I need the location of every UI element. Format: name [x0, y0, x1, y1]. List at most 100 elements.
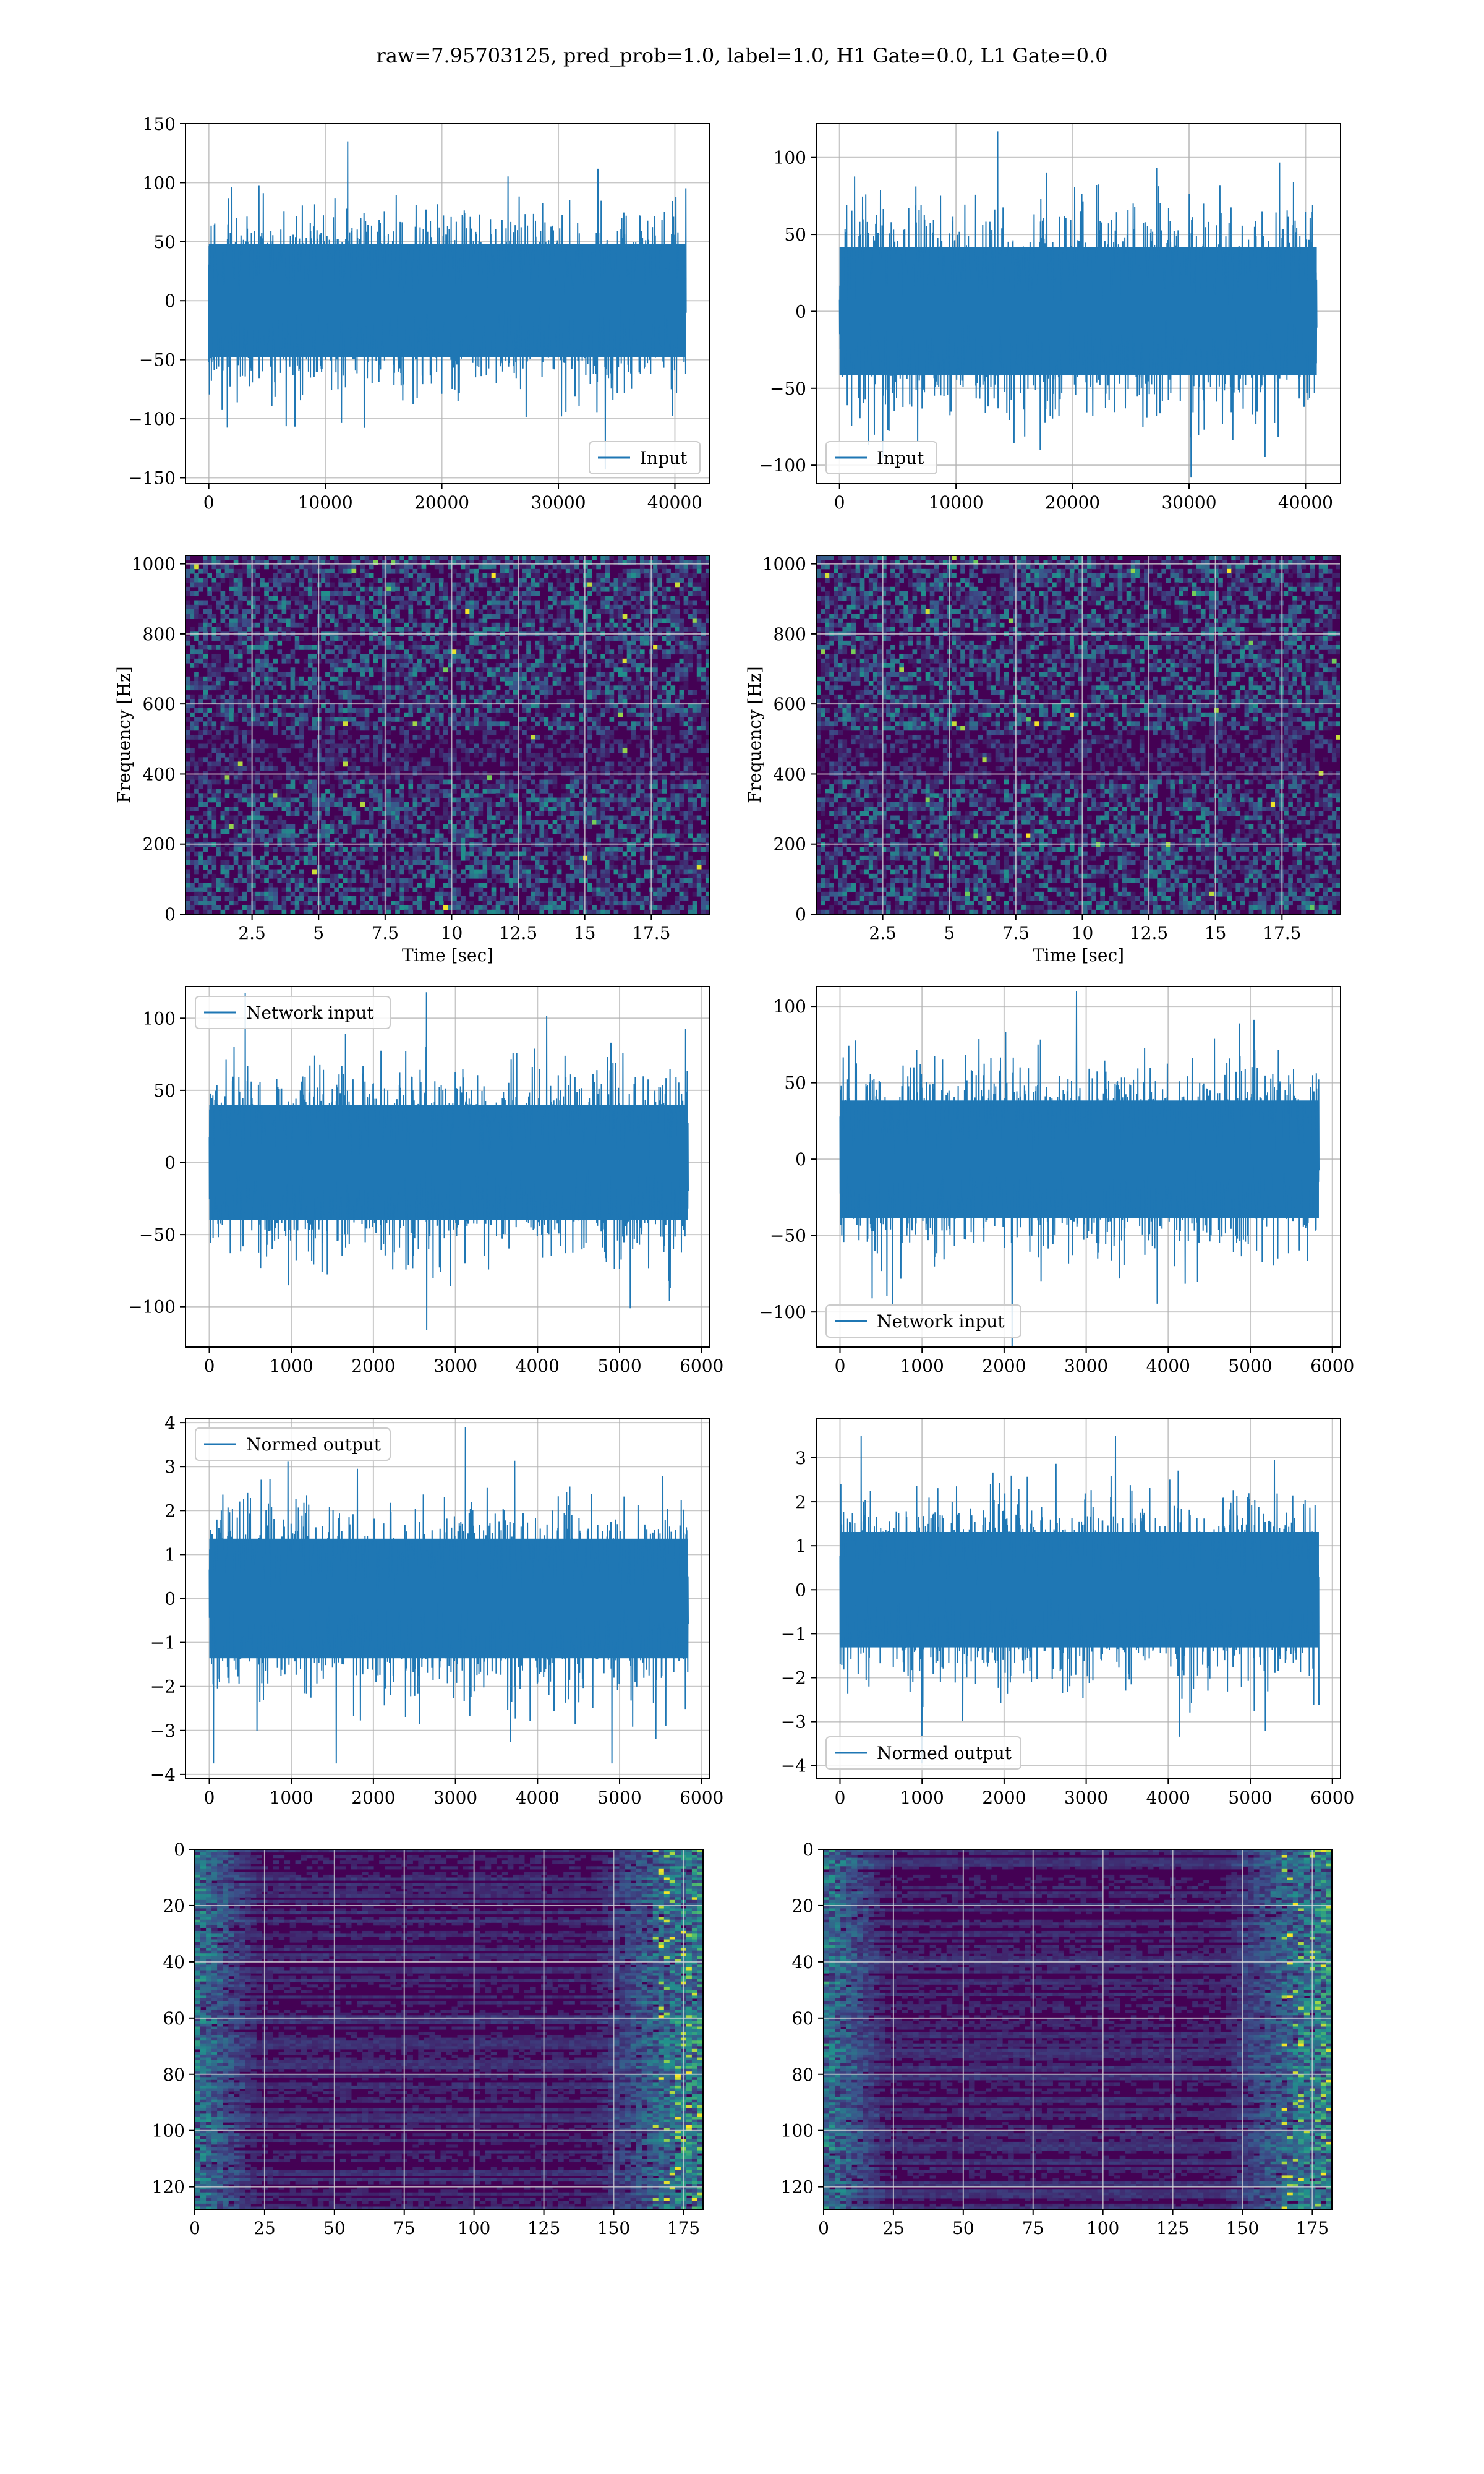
x-tick-label: 20000 — [414, 492, 469, 513]
y-tick-label: 50 — [784, 1073, 806, 1094]
plot-area — [186, 1418, 710, 1779]
y-tick-label: −50 — [770, 1226, 806, 1246]
x-tick-label: 1000 — [900, 1787, 944, 1808]
y-tick-label: 0 — [164, 1589, 176, 1609]
x-tick-label: 4000 — [1146, 1356, 1190, 1376]
y-tick-label: 60 — [163, 2008, 185, 2029]
tick-marks: 0 10000 20000 30000 40000 −150 −100 −50 0 50 100 15… — [128, 114, 702, 513]
legend: Input — [825, 441, 937, 474]
y-tick-label: 40 — [791, 1952, 814, 1972]
y-tick-label: 2 — [795, 1492, 806, 1512]
axes-frame — [194, 1849, 704, 2210]
x-tick-label: 125 — [527, 2218, 560, 2238]
x-tick-label: 0 — [818, 2218, 829, 2238]
y-tick-label: 0 — [174, 1839, 185, 1860]
grid-lines — [186, 555, 710, 914]
y-tick-label: −100 — [759, 1302, 806, 1322]
x-tick-label: 6000 — [1310, 1787, 1354, 1808]
legend-label: Network input — [246, 1003, 374, 1023]
x-tick-label: 30000 — [1161, 492, 1216, 513]
y-tick-label: 400 — [143, 764, 176, 784]
x-tick-label: 0 — [834, 492, 845, 513]
y-tick-label: 100 — [781, 2121, 814, 2141]
x-axis-label: Time [sec] — [1033, 945, 1124, 965]
axes-frame — [185, 123, 710, 484]
tick-marks: 0 1000 2000 3000 4000 5000 6000 −4 −3 −2 −1 0 1 2 3 4 — [150, 1413, 724, 1808]
x-tick-label: 5000 — [1228, 1356, 1272, 1376]
x-tick-label: 1000 — [270, 1356, 313, 1376]
y-tick-label: 1000 — [762, 554, 806, 575]
y-axis-label: Frequency [Hz] — [744, 666, 765, 803]
y-tick-label: −3 — [781, 1712, 806, 1732]
y-tick-label: 0 — [164, 1153, 176, 1173]
x-tick-label: 1000 — [900, 1356, 944, 1376]
tick-marks: 2.5 5 7.5 10 12.5 15 17.5 0 200 400 600 800 1000 — [132, 554, 671, 943]
series-line — [839, 991, 1320, 1347]
panel-input-h1: 0 10000 20000 30000 40000 −150 −100 −50 0 50 100 15… — [128, 114, 710, 513]
y-tick-label: 0 — [795, 1580, 806, 1600]
x-tick-label: 10000 — [929, 492, 984, 513]
y-tick-label: 20 — [163, 1896, 185, 1916]
plot-area — [186, 555, 710, 914]
panel-normed-output-l1: 0 1000 2000 3000 4000 5000 6000 −4 −3 −2 −1 0 1 2 3 Nor… — [781, 1418, 1355, 1808]
tick-marks: 2.5 5 7.5 10 12.5 15 17.5 0 200 400 600 800 1000 — [762, 554, 1302, 943]
axes-frame — [816, 555, 1341, 915]
y-tick-label: −1 — [150, 1633, 176, 1653]
x-tick-label: 6000 — [680, 1356, 723, 1376]
y-tick-label: 80 — [791, 2065, 814, 2085]
x-tick-label: 125 — [1156, 2218, 1189, 2238]
x-tick-label: 12.5 — [1130, 923, 1168, 943]
plot-area — [186, 124, 710, 484]
y-tick-label: −50 — [770, 379, 806, 399]
y-tick-label: 50 — [153, 1081, 176, 1101]
legend: Normed output — [825, 1736, 1021, 1770]
y-tick-label: 3 — [795, 1448, 806, 1468]
panel-feature-map-h1: 0 25 50 75 100 125 150 175 0 20 40 60 80 100 120 — [152, 1839, 704, 2238]
x-tick-label: 25 — [254, 2218, 276, 2238]
grid-lines — [816, 555, 1341, 914]
axes-frame — [816, 1418, 1341, 1779]
y-tick-label: 100 — [774, 148, 806, 168]
y-tick-label: 4 — [164, 1413, 176, 1433]
x-tick-label: 100 — [1086, 2218, 1119, 2238]
x-tick-label: 10 — [441, 923, 463, 943]
heatmap-cells — [186, 555, 710, 914]
legend-label: Input — [877, 448, 924, 468]
y-tick-label: 3 — [164, 1457, 176, 1477]
grid-lines — [816, 1418, 1341, 1779]
y-tick-label: 0 — [164, 291, 176, 311]
x-tick-label: 175 — [667, 2218, 700, 2238]
panel-network-input-h1: 0 1000 2000 3000 4000 5000 6000 −100 −50 0 50 100 Ne… — [128, 986, 723, 1376]
y-tick-label: 1000 — [132, 554, 176, 575]
y-tick-label: 20 — [791, 1896, 814, 1916]
plot-area — [186, 987, 710, 1347]
y-tick-label: 600 — [774, 694, 806, 714]
x-tick-label: 5000 — [1228, 1787, 1272, 1808]
axes-frame — [185, 555, 710, 915]
x-tick-label: 0 — [203, 492, 215, 513]
x-tick-label: 150 — [1226, 2218, 1259, 2238]
y-tick-label: 120 — [152, 2177, 185, 2198]
y-tick-label: 0 — [795, 904, 806, 925]
plot-area — [816, 1418, 1341, 1779]
tick-marks: 0 1000 2000 3000 4000 5000 6000 −100 −50 0 50 100 — [128, 1008, 723, 1376]
x-tick-label: 150 — [597, 2218, 630, 2238]
tick-marks: 0 25 50 75 100 125 150 175 0 20 40 60 80 100 120 — [781, 1839, 1329, 2238]
y-tick-label: 120 — [781, 2177, 814, 2198]
x-tick-label: 0 — [835, 1787, 846, 1808]
panel-input-l1: 0 10000 20000 30000 40000 −100 −50 0 50 100 Input — [759, 123, 1341, 513]
x-tick-label: 5 — [944, 923, 955, 943]
x-tick-label: 4000 — [516, 1356, 560, 1376]
panel-grid: 0 10000 20000 30000 40000−150−100−5005010015… — [114, 114, 1354, 2238]
tick-marks: 0 1000 2000 3000 4000 5000 6000 −4 −3 −2 −1 0 1 2 3 — [781, 1448, 1355, 1808]
series-line — [838, 131, 1318, 478]
plot-area — [824, 1849, 1332, 2209]
y-tick-label: −100 — [128, 409, 176, 429]
x-tick-label: 75 — [393, 2218, 416, 2238]
x-tick-label: 2000 — [351, 1356, 395, 1376]
y-tick-label: 0 — [795, 301, 806, 322]
x-tick-label: 2000 — [982, 1787, 1026, 1808]
x-tick-label: 10 — [1072, 923, 1094, 943]
x-tick-label: 50 — [323, 2218, 346, 2238]
